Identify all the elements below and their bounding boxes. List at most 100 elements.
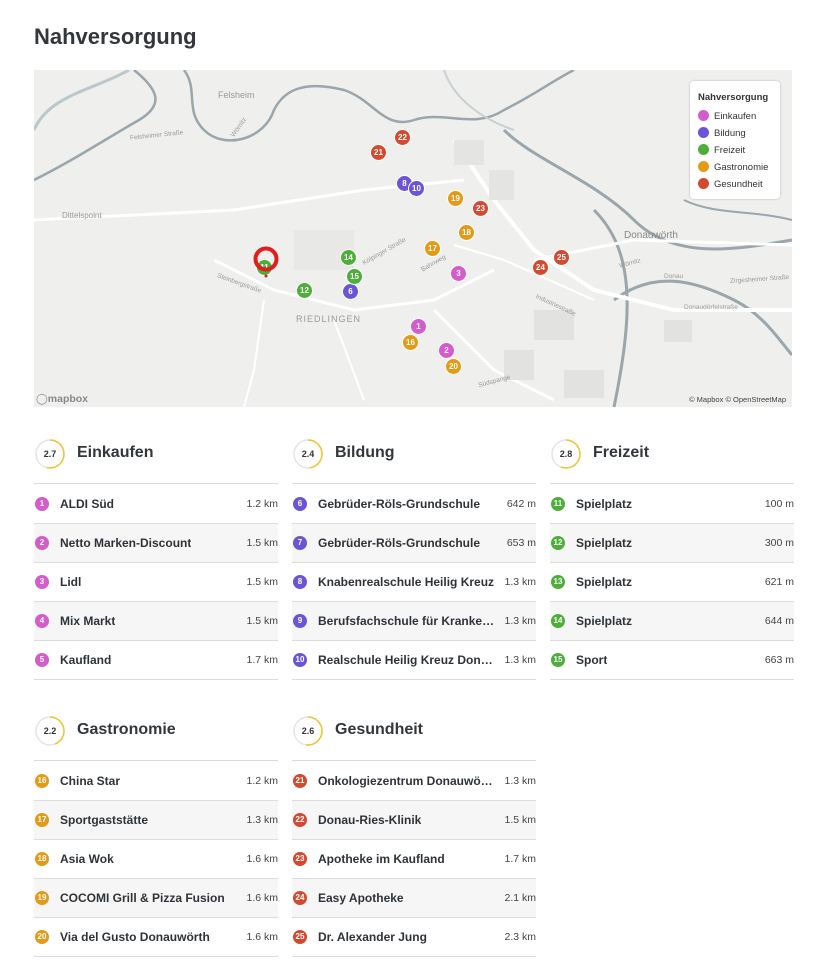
legend-label: Gesundheit bbox=[714, 179, 763, 191]
item-name: Knabenrealschule Heilig Kreuz bbox=[318, 575, 495, 589]
map-marker-freizeit[interactable]: 14 bbox=[340, 249, 357, 266]
list-item[interactable]: 1 ALDI Süd 1.2 km bbox=[34, 485, 278, 524]
map-marker-gesundheit[interactable]: 23 bbox=[472, 200, 489, 217]
item-distance: 653 m bbox=[506, 537, 536, 549]
item-name: Apotheke im Kaufland bbox=[318, 852, 445, 866]
section-title: Freizeit bbox=[593, 444, 650, 461]
item-name: Mix Markt bbox=[60, 614, 116, 628]
list-item[interactable]: 2 Netto Marken-Discount 1.5 km bbox=[34, 524, 278, 563]
map-marker-einkaufen[interactable]: 1 bbox=[410, 318, 427, 335]
mapbox-logo[interactable]: ◯mapbox bbox=[36, 393, 88, 405]
divider bbox=[550, 483, 794, 484]
legend-item: Einkaufen bbox=[698, 110, 757, 123]
list-item[interactable]: 20 Via del Gusto Donauwörth 1.6 km bbox=[34, 918, 278, 957]
legend-label: Einkaufen bbox=[714, 111, 757, 123]
legend-dot-icon bbox=[698, 144, 709, 155]
section-header: 2.7 Einkaufen bbox=[34, 436, 278, 472]
map-marker-freizeit[interactable]: 12 bbox=[296, 282, 313, 299]
list-item[interactable]: 9 Berufsfachschule für Krankenpflege 1.3 k… bbox=[292, 602, 536, 641]
map-marker-gesundheit[interactable]: 25 bbox=[553, 249, 570, 266]
home-marker[interactable] bbox=[253, 246, 279, 278]
list-item[interactable]: 8 Knabenrealschule Heilig Kreuz 1.3 km bbox=[292, 563, 536, 602]
divider bbox=[34, 483, 278, 484]
item-name: COCOMI Grill & Pizza Fusion bbox=[60, 891, 225, 905]
item-number-badge: 17 bbox=[35, 813, 49, 827]
item-distance: 1.7 km bbox=[504, 853, 536, 865]
list-item[interactable]: 16 China Star 1.2 km bbox=[34, 762, 278, 801]
item-name: Onkologiezentrum Donauwörth bbox=[318, 774, 496, 788]
item-number-badge: 16 bbox=[35, 774, 49, 788]
item-number-badge: 6 bbox=[293, 497, 307, 511]
map-marker-gastronomie[interactable]: 20 bbox=[445, 358, 462, 375]
item-name: Spielplatz bbox=[576, 497, 633, 511]
map-marker-gesundheit[interactable]: 24 bbox=[532, 259, 549, 276]
item-distance: 1.6 km bbox=[246, 892, 278, 904]
item-number-badge: 8 bbox=[293, 575, 307, 589]
list-item[interactable]: 23 Apotheke im Kaufland 1.7 km bbox=[292, 840, 536, 879]
map-attribution[interactable]: © Mapbox © OpenStreetMap bbox=[689, 395, 786, 404]
legend-label: Freizeit bbox=[714, 145, 746, 157]
map[interactable]: Felsheim Felsheimer Straße Wörnitz Ditte… bbox=[34, 70, 792, 407]
item-number-badge: 10 bbox=[293, 653, 307, 667]
list-item[interactable]: 17 Sportgaststätte 1.3 km bbox=[34, 801, 278, 840]
item-name: China Star bbox=[60, 774, 121, 788]
item-name: Gebrüder-Röls-Grundschule bbox=[318, 497, 481, 511]
item-distance: 1.5 km bbox=[504, 814, 536, 826]
list-item[interactable]: 15 Sport 663 m bbox=[550, 641, 794, 680]
score-ring-icon bbox=[551, 439, 581, 469]
map-marker-gastronomie[interactable]: 17 bbox=[424, 240, 441, 257]
list-item[interactable]: 3 Lidl 1.5 km bbox=[34, 563, 278, 602]
divider bbox=[292, 483, 536, 484]
list-item[interactable]: 19 COCOMI Grill & Pizza Fusion 1.6 km bbox=[34, 879, 278, 918]
item-distance: 1.5 km bbox=[246, 576, 278, 588]
item-number-badge: 25 bbox=[293, 930, 307, 944]
score-value: 2.4 bbox=[301, 449, 315, 459]
list-item[interactable]: 10 Realschule Heilig Kreuz Donauwörth 1.3 … bbox=[292, 641, 536, 680]
list-item[interactable]: 13 Spielplatz 621 m bbox=[550, 563, 794, 602]
map-marker-gastronomie[interactable]: 18 bbox=[458, 224, 475, 241]
item-name: Lidl bbox=[60, 575, 82, 589]
map-label-donauworth: Donauwörth bbox=[624, 230, 678, 241]
item-distance: 1.6 km bbox=[246, 853, 278, 865]
list-item[interactable]: 7 Gebrüder-Röls-Grundschule 653 m bbox=[292, 524, 536, 563]
map-marker-freizeit[interactable]: 15 bbox=[346, 268, 363, 285]
item-distance: 1.3 km bbox=[504, 654, 536, 666]
map-marker-bildung[interactable]: 10 bbox=[408, 180, 425, 197]
list-item[interactable]: 4 Mix Markt 1.5 km bbox=[34, 602, 278, 641]
legend-item: Gesundheit bbox=[698, 178, 763, 191]
list-item[interactable]: 25 Dr. Alexander Jung 2.3 km bbox=[292, 918, 536, 957]
item-number-badge: 5 bbox=[35, 653, 49, 667]
item-number-badge: 1 bbox=[35, 497, 49, 511]
list-item[interactable]: 14 Spielplatz 644 m bbox=[550, 602, 794, 641]
mapbox-logo-icon: ◯ bbox=[36, 393, 48, 405]
list-item[interactable]: 11 Spielplatz 100 m bbox=[550, 485, 794, 524]
item-number-badge: 24 bbox=[293, 891, 307, 905]
map-marker-gesundheit[interactable]: 22 bbox=[394, 129, 411, 146]
item-number-badge: 7 bbox=[293, 536, 307, 550]
score-value: 2.2 bbox=[43, 726, 57, 736]
list-item[interactable]: 22 Donau-Ries-Klinik 1.5 km bbox=[292, 801, 536, 840]
map-label-street: Donaudörfelstraße bbox=[684, 304, 738, 311]
map-marker-gastronomie[interactable]: 19 bbox=[447, 190, 464, 207]
item-name: Netto Marken-Discount bbox=[60, 536, 192, 550]
legend-item: Bildung bbox=[698, 127, 746, 140]
item-name: Sportgaststätte bbox=[60, 813, 149, 827]
list-item[interactable]: 5 Kaufland 1.7 km bbox=[34, 641, 278, 680]
item-distance: 663 m bbox=[764, 654, 794, 666]
legend-label: Gastronomie bbox=[714, 162, 769, 174]
map-marker-einkaufen[interactable]: 3 bbox=[450, 265, 467, 282]
item-name: Dr. Alexander Jung bbox=[318, 930, 427, 944]
list-item[interactable]: 18 Asia Wok 1.6 km bbox=[34, 840, 278, 879]
map-marker-gesundheit[interactable]: 21 bbox=[370, 144, 387, 161]
map-marker-gastronomie[interactable]: 16 bbox=[402, 334, 419, 351]
list-item[interactable]: 21 Onkologiezentrum Donauwörth 1.3 km bbox=[292, 762, 536, 801]
list-item[interactable]: 6 Gebrüder-Röls-Grundschule 642 m bbox=[292, 485, 536, 524]
map-marker-bildung[interactable]: 6 bbox=[342, 283, 359, 300]
item-number-badge: 11 bbox=[551, 497, 565, 511]
list-item[interactable]: 24 Easy Apotheke 2.1 km bbox=[292, 879, 536, 918]
legend-dot-icon bbox=[698, 161, 709, 172]
legend-item: Freizeit bbox=[698, 144, 746, 157]
map-marker-einkaufen[interactable]: 2 bbox=[438, 342, 455, 359]
item-distance: 1.6 km bbox=[246, 931, 278, 943]
list-item[interactable]: 12 Spielplatz 300 m bbox=[550, 524, 794, 563]
